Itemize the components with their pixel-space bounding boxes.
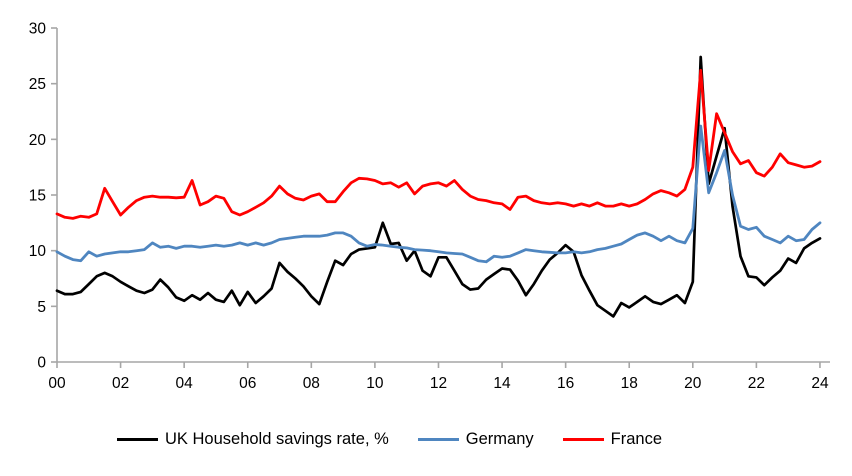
- germany-series-line: [55, 124, 822, 264]
- x-tick-label: 18: [621, 375, 638, 392]
- y-tick-label: 30: [29, 21, 47, 38]
- x-tick-label: 06: [239, 375, 256, 392]
- uk-line-swatch: [117, 437, 158, 442]
- y-tick-label: 0: [37, 355, 46, 372]
- y-tick-label: 15: [29, 188, 46, 205]
- x-tick-label: 10: [366, 375, 384, 392]
- x-tick-label: 02: [112, 375, 129, 392]
- y-tick-label: 20: [29, 132, 47, 149]
- uk-legend-label: UK Household savings rate, %: [165, 430, 389, 448]
- x-tick-label: 12: [430, 375, 447, 392]
- legend-item-germany: Germany: [417, 430, 534, 449]
- y-tick-label: 10: [29, 243, 47, 260]
- germany-line-swatch: [417, 437, 459, 442]
- uk-series-line: [55, 55, 822, 318]
- france-legend-label: France: [610, 430, 662, 448]
- france-line-swatch: [562, 437, 604, 442]
- x-tick-label: 20: [684, 375, 702, 392]
- france-series-line: [55, 68, 822, 220]
- x-tick-label: 16: [557, 375, 574, 392]
- x-tick-label: 22: [748, 375, 765, 392]
- y-tick-label: 5: [37, 299, 46, 316]
- chart-legend: UK Household savings rate, % Germany Fra…: [117, 430, 662, 449]
- y-tick-label: 25: [29, 76, 46, 93]
- x-tick-label: 00: [48, 375, 66, 392]
- x-tick-label: 04: [176, 375, 194, 392]
- x-tick-label: 24: [811, 375, 829, 392]
- x-tick-label: 08: [303, 375, 320, 392]
- legend-item-france: France: [562, 430, 662, 449]
- legend-item-uk: UK Household savings rate, %: [117, 430, 389, 449]
- x-tick-label: 14: [493, 375, 511, 392]
- germany-legend-label: Germany: [465, 430, 534, 448]
